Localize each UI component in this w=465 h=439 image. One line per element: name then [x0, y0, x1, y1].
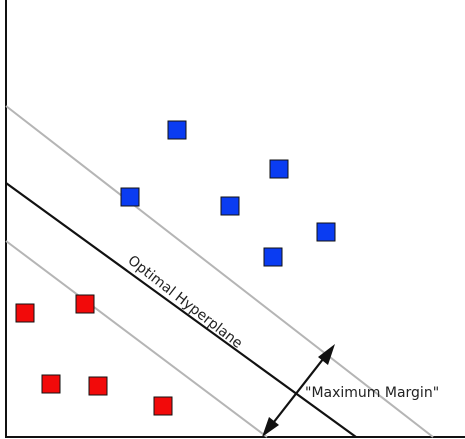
lower-margin-line	[5, 240, 268, 438]
red-point	[41, 374, 61, 394]
margin-label: "Maximum Margin"	[305, 385, 439, 401]
red-point	[15, 303, 35, 323]
upper-margin-line	[5, 105, 434, 438]
red-point	[153, 396, 173, 416]
maximum-margin-arrow	[262, 344, 335, 437]
blue-point	[120, 187, 140, 207]
arrowhead-upper	[318, 344, 335, 365]
red-point	[88, 376, 108, 396]
arrowhead-lower	[262, 417, 279, 437]
blue-point	[263, 247, 283, 267]
blue-points	[120, 120, 336, 267]
optimal-hyperplane	[5, 182, 357, 438]
hyperplane-label: Optimal Hyperplane	[125, 253, 246, 352]
blue-point	[269, 159, 289, 179]
red-points	[15, 294, 173, 416]
blue-point	[316, 222, 336, 242]
red-point	[75, 294, 95, 314]
blue-point	[220, 196, 240, 216]
blue-point	[167, 120, 187, 140]
